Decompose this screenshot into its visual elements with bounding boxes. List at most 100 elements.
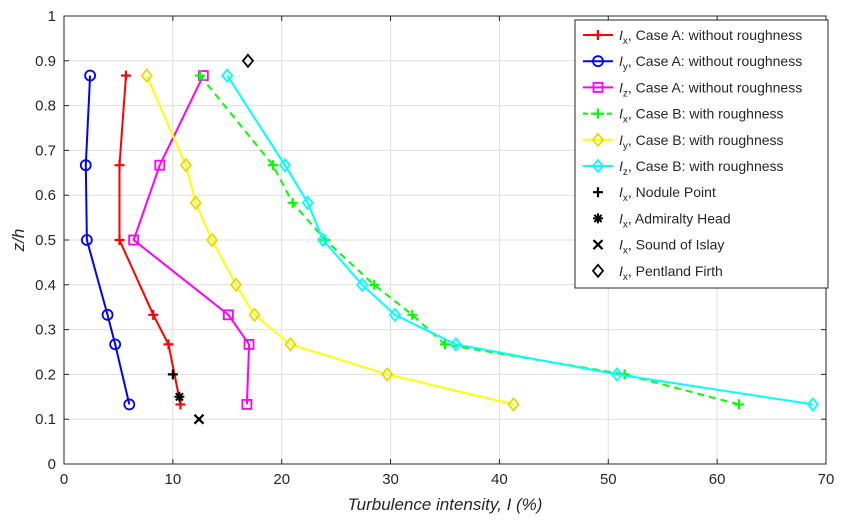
legend-label: Iz, Case B: with roughness <box>619 158 784 178</box>
data-point <box>287 197 298 208</box>
legend-label: Ix, Nodule Point <box>619 184 716 204</box>
legend-label: Ix, Pentland Firth <box>619 263 723 283</box>
data-point <box>356 277 369 293</box>
legend-marker <box>592 239 604 250</box>
data-point <box>381 366 394 382</box>
data-point <box>221 68 234 83</box>
x-tick-label: 70 <box>818 471 835 488</box>
series-5 <box>140 68 520 412</box>
legend-entry: Ix, Admiralty Head <box>593 210 731 230</box>
legend-entry: Iy, Case B: with roughness <box>583 132 784 152</box>
legend-entry: Ix, Case A: without roughness <box>583 27 802 47</box>
legend-marker <box>593 30 603 40</box>
series-line <box>84 75 131 405</box>
y-tick-label: 0.4 <box>35 277 56 294</box>
y-tick-label: 0.1 <box>35 411 56 428</box>
data-point <box>248 307 261 323</box>
series-layer <box>79 53 820 425</box>
data-point <box>243 338 255 350</box>
data-point <box>148 309 159 320</box>
legend-label: Iy, Case A: without roughness <box>619 53 802 73</box>
series-3 <box>128 70 255 410</box>
data-point <box>205 232 219 248</box>
data-point <box>284 336 297 352</box>
y-tick-label: 0 <box>48 456 56 473</box>
data-point <box>449 336 463 352</box>
series-8 <box>174 391 185 402</box>
data-point <box>167 369 178 380</box>
data-point <box>241 399 253 410</box>
legend-marker <box>592 82 604 93</box>
y-tick-label: 0.8 <box>35 98 56 115</box>
x-tick-label: 50 <box>600 471 617 488</box>
series-line <box>118 75 182 405</box>
series-7 <box>167 369 178 380</box>
data-point <box>174 391 185 402</box>
legend-marker <box>591 132 605 148</box>
data-point <box>193 413 205 425</box>
y-tick-label: 0.3 <box>35 322 56 339</box>
legend-label: Ix, Admiralty Head <box>619 210 731 230</box>
legend: Ix, Case A: without roughness Iy, Case A:… <box>574 19 829 289</box>
data-point <box>195 70 206 81</box>
series-1 <box>114 70 186 410</box>
data-point <box>163 339 174 350</box>
data-point <box>84 69 97 82</box>
legend-marker <box>593 213 603 224</box>
series-6 <box>221 68 820 412</box>
legend-entry: Ix, Nodule Point <box>593 184 716 204</box>
data-point <box>316 232 330 248</box>
legend-marker <box>591 263 605 279</box>
series-line <box>132 75 251 405</box>
series-2 <box>79 69 136 411</box>
series-9 <box>193 413 205 425</box>
data-point <box>301 195 315 211</box>
x-tick-label: 20 <box>273 471 290 488</box>
legend-label: Ix, Sound of Islay <box>619 237 724 257</box>
legend-entry: Iz, Case B: with roughness <box>583 158 784 178</box>
y-tick-label: 0.7 <box>35 142 56 159</box>
data-point <box>440 339 450 350</box>
x-tick-label: 10 <box>165 471 182 488</box>
x-tick-label: 30 <box>382 471 399 488</box>
data-point <box>507 397 520 412</box>
legend-entry: Ix, Pentland Firth <box>591 263 723 283</box>
data-point <box>179 157 193 173</box>
data-point <box>407 309 418 320</box>
data-point <box>610 366 624 382</box>
y-tick-label: 0.2 <box>35 366 56 383</box>
legend-marker <box>593 108 603 119</box>
y-axis-label: z/h <box>9 229 28 253</box>
axis-ticks: 0 10 20 30 40 50 60 70 0 0.1 0.2 0.3 0.4 0.5 0.6 0.7 0.8… <box>35 8 834 488</box>
data-point <box>229 277 243 293</box>
y-tick-label: 0.6 <box>35 187 56 204</box>
data-point <box>123 398 136 411</box>
data-point <box>222 309 234 321</box>
y-tick-label: 0.9 <box>35 53 56 70</box>
legend-entry: Ix, Sound of Islay <box>592 237 724 257</box>
x-tick-label: 40 <box>491 471 508 488</box>
data-point <box>128 234 140 246</box>
legend-label: Ix, Case B: with roughness <box>619 106 784 126</box>
data-point <box>121 70 132 81</box>
legend-entry: Iy, Case A: without roughness <box>583 53 802 73</box>
x-tick-label: 60 <box>709 471 726 488</box>
data-point <box>369 279 380 290</box>
legend-label: Iy, Case B: with roughness <box>619 132 784 152</box>
data-point <box>241 53 255 69</box>
legend-label: Iz, Case A: without roughness <box>619 79 802 99</box>
legend-marker <box>591 158 605 174</box>
data-point <box>278 157 292 173</box>
legend-entry: Ix, Case B: with roughness <box>583 106 784 126</box>
legend-marker <box>592 55 604 68</box>
data-point <box>114 160 125 171</box>
data-point <box>140 68 153 83</box>
series-10 <box>241 53 255 69</box>
data-point <box>733 399 744 410</box>
data-point <box>101 308 114 321</box>
data-point <box>189 195 202 211</box>
y-tick-label: 0.5 <box>35 232 56 249</box>
x-axis-label: Turbulence intensity, I (%) <box>348 495 543 514</box>
data-point <box>806 397 820 412</box>
